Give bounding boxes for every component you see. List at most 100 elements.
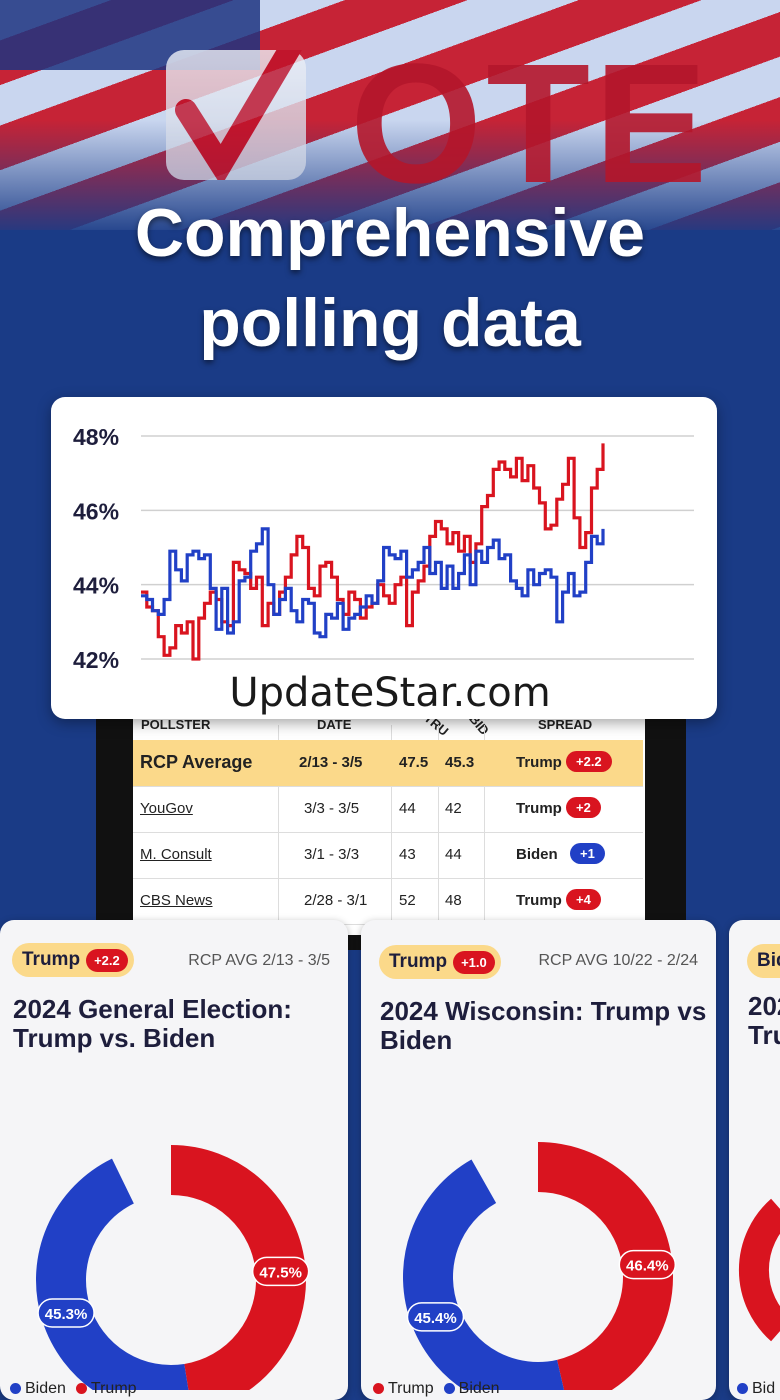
- table-row[interactable]: CBS News 2/28 - 3/1 52 48 Trump +4: [133, 878, 643, 925]
- leader-spread: +2.2: [86, 948, 128, 972]
- card-title: 2024 General Election: Trump vs. Biden: [13, 994, 292, 1053]
- trend-line-chart: 48% 46% 44% 42%: [73, 424, 694, 673]
- spread-leader: Trump: [516, 800, 562, 817]
- headline-line-1: Comprehensive: [134, 195, 646, 271]
- rcp-average-range: RCP AVG 10/22 - 2/24: [538, 952, 699, 969]
- biden-value-cell: 45.3: [445, 754, 475, 771]
- trump-value-cell: 52: [399, 892, 416, 909]
- leader-name: Bid: [757, 950, 780, 971]
- spread-pill: +2: [566, 797, 601, 818]
- legend-dot-biden: [10, 1383, 21, 1394]
- slice-label-trump: 46.4%: [618, 1249, 677, 1280]
- table-header: POLLSTER DATE TRU BID SPREAD: [133, 710, 645, 739]
- trump-value-cell: 44: [399, 800, 416, 817]
- date-cell: 2/28 - 3/1: [304, 892, 368, 909]
- trump-value-cell: 47.5: [399, 754, 429, 771]
- watermark: UpdateStar.com: [229, 670, 551, 716]
- pollster-cell[interactable]: M. Consult: [140, 846, 212, 863]
- legend-label: Biden: [25, 1380, 66, 1397]
- leader-spread: +1.0: [453, 950, 495, 974]
- slice-label-biden: 45.4%: [406, 1302, 465, 1332]
- legend-dot-biden: [737, 1383, 748, 1394]
- biden-value-cell: 44: [445, 846, 462, 863]
- pollster-cell: RCP Average: [140, 752, 253, 772]
- y-tick-label: 48%: [73, 424, 119, 450]
- checkmark-icon: [175, 19, 312, 187]
- column-divider: [484, 725, 485, 935]
- slice-label-bg: [37, 1298, 95, 1328]
- slice-label-text: 47.5%: [259, 1264, 302, 1281]
- vote-letters: OTE: [350, 29, 712, 219]
- slice-label-biden: 45.3%: [37, 1298, 95, 1328]
- donut-chart: 47.5% 45.3%: [36, 1145, 310, 1390]
- pollster-cell[interactable]: CBS News: [140, 892, 213, 909]
- card-title: 2024 Wisconsin: Trump vs Biden: [380, 996, 707, 1055]
- slice-label-text: 46.4%: [626, 1258, 669, 1275]
- column-divider: [391, 725, 392, 935]
- column-divider: [438, 725, 439, 935]
- chart-legend: Trump Biden: [373, 1380, 500, 1398]
- legend-label: Trump: [388, 1380, 434, 1397]
- slice-label-bg: [251, 1256, 310, 1287]
- headline: Comprehensive polling data: [0, 188, 780, 368]
- legend-label: Biden: [458, 1380, 500, 1397]
- biden-value-cell: 42: [445, 800, 462, 817]
- date-cell: 3/1 - 3/3: [304, 846, 360, 863]
- spread-leader: Trump: [516, 754, 562, 771]
- flag-fade: [0, 120, 780, 240]
- poll-card-general[interactable]: Trump +2.2 RCP AVG 2/13 - 3/5 2024 Gener…: [0, 920, 348, 1400]
- donut-chart: 46.4% 45.4%: [403, 1142, 677, 1390]
- legend-dot-trump: [75, 1383, 87, 1394]
- header-pollster: POLLSTER: [141, 717, 211, 732]
- legend-label: Bid: [752, 1380, 776, 1397]
- pollster-cell[interactable]: YouGov: [140, 800, 193, 817]
- chart-legend: Bid: [737, 1380, 775, 1398]
- table-row[interactable]: YouGov 3/3 - 3/5 44 42 Trump +2: [133, 786, 643, 833]
- legend-dot-biden: [443, 1383, 455, 1394]
- y-tick-label: 44%: [73, 573, 119, 599]
- slice-label-trump: 47.5%: [251, 1256, 310, 1287]
- legend-item: Trump: [373, 1380, 434, 1398]
- card-title-line: 202: [748, 991, 780, 1021]
- chart-legend: Biden Trump: [10, 1380, 137, 1398]
- leader-badge: Bid: [747, 944, 780, 978]
- leader-name: Trump: [389, 951, 448, 972]
- leader-badge: Trump +1.0: [379, 945, 501, 979]
- donut-chart: [738, 1198, 780, 1342]
- card-title-line: Tru: [748, 1020, 780, 1050]
- legend-label: Trump: [90, 1380, 137, 1397]
- headline-line-2: polling data: [199, 285, 581, 361]
- table-row[interactable]: M. Consult 3/1 - 3/3 43 44 Biden +1: [133, 832, 643, 879]
- series-line-trump: [141, 443, 605, 661]
- slice-label-text: 45.3%: [45, 1306, 88, 1323]
- donut-slice-biden: [403, 1159, 564, 1390]
- trump-value-cell: 43: [399, 846, 416, 863]
- spread-pill: +1: [570, 843, 605, 864]
- date-cell: 3/3 - 3/5: [304, 800, 360, 817]
- poll-card-wisconsin[interactable]: Trump +1.0 RCP AVG 10/22 - 2/24 2024 Wis…: [361, 920, 716, 1400]
- spread-leader: Trump: [516, 892, 562, 909]
- spread-pill: +2.2: [566, 751, 612, 772]
- table-row-average: RCP Average 2/13 - 3/5 47.5 45.3 Trump +2.2: [133, 740, 643, 787]
- vote-checkbox: [166, 19, 312, 187]
- legend-item: Biden: [443, 1380, 500, 1398]
- slice-label-bg: [406, 1302, 465, 1332]
- header-spread: SPREAD: [538, 717, 593, 732]
- poll-card-partial[interactable]: Bid 202 Tru Bid: [729, 920, 780, 1400]
- spread-leader: Biden: [516, 846, 558, 863]
- polling-table: POLLSTER DATE TRU BID SPREAD RCP Average…: [133, 705, 645, 935]
- card-title: 202 Tru: [748, 992, 780, 1050]
- slice-label-text: 45.4%: [414, 1310, 457, 1327]
- leader-name: Trump: [22, 949, 81, 970]
- rcp-average-range: RCP AVG 2/13 - 3/5: [188, 952, 330, 969]
- legend-dot-trump: [373, 1383, 384, 1394]
- slice-label-bg: [618, 1249, 677, 1280]
- legend-item: Bid: [737, 1380, 775, 1398]
- biden-value-cell: 48: [445, 892, 462, 909]
- header-date: DATE: [317, 717, 352, 732]
- y-tick-label: 42%: [73, 647, 119, 673]
- leader-badge: Trump +2.2: [12, 943, 134, 977]
- series-line-biden: [141, 527, 605, 639]
- date-cell: 2/13 - 3/5: [299, 754, 363, 771]
- donut-slice-biden: [36, 1158, 189, 1390]
